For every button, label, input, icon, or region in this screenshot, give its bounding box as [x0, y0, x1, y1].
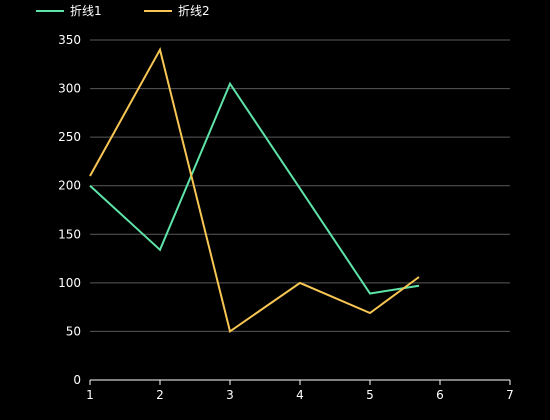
y-tick-label: 350 — [58, 33, 81, 47]
legend-item-2[interactable]: 折线2 — [144, 3, 210, 18]
series-line-2 — [89, 46, 420, 334]
x-tick-label: 1 — [86, 388, 94, 402]
x-tick-label: 5 — [366, 388, 374, 402]
y-tick-label: 200 — [58, 179, 81, 193]
series-line-1 — [89, 81, 420, 295]
x-tick-label: 6 — [436, 388, 444, 402]
grid — [90, 39, 510, 332]
x-tick-label: 4 — [296, 388, 304, 402]
legend[interactable]: 折线1 折线2 — [36, 3, 210, 18]
legend-label: 折线1 — [70, 3, 102, 18]
legend-label: 折线2 — [178, 3, 210, 18]
y-tick-label: 150 — [58, 227, 81, 241]
series-lines — [89, 46, 420, 334]
y-tick-label: 0 — [73, 373, 81, 387]
y-tick-label: 50 — [66, 324, 81, 338]
y-tick-label: 100 — [58, 276, 81, 290]
y-tick-label: 300 — [58, 82, 81, 96]
y-tick-label: 250 — [58, 130, 81, 144]
legend-item-1[interactable]: 折线1 — [36, 3, 102, 18]
x-tick-label: 3 — [226, 388, 234, 402]
x-axis-ticks: 1 2 3 4 5 6 7 — [86, 380, 514, 402]
y-axis-ticks: 0 50 100 150 200 250 300 350 — [58, 33, 81, 387]
x-tick-label: 7 — [506, 388, 514, 402]
x-tick-label: 2 — [156, 388, 164, 402]
